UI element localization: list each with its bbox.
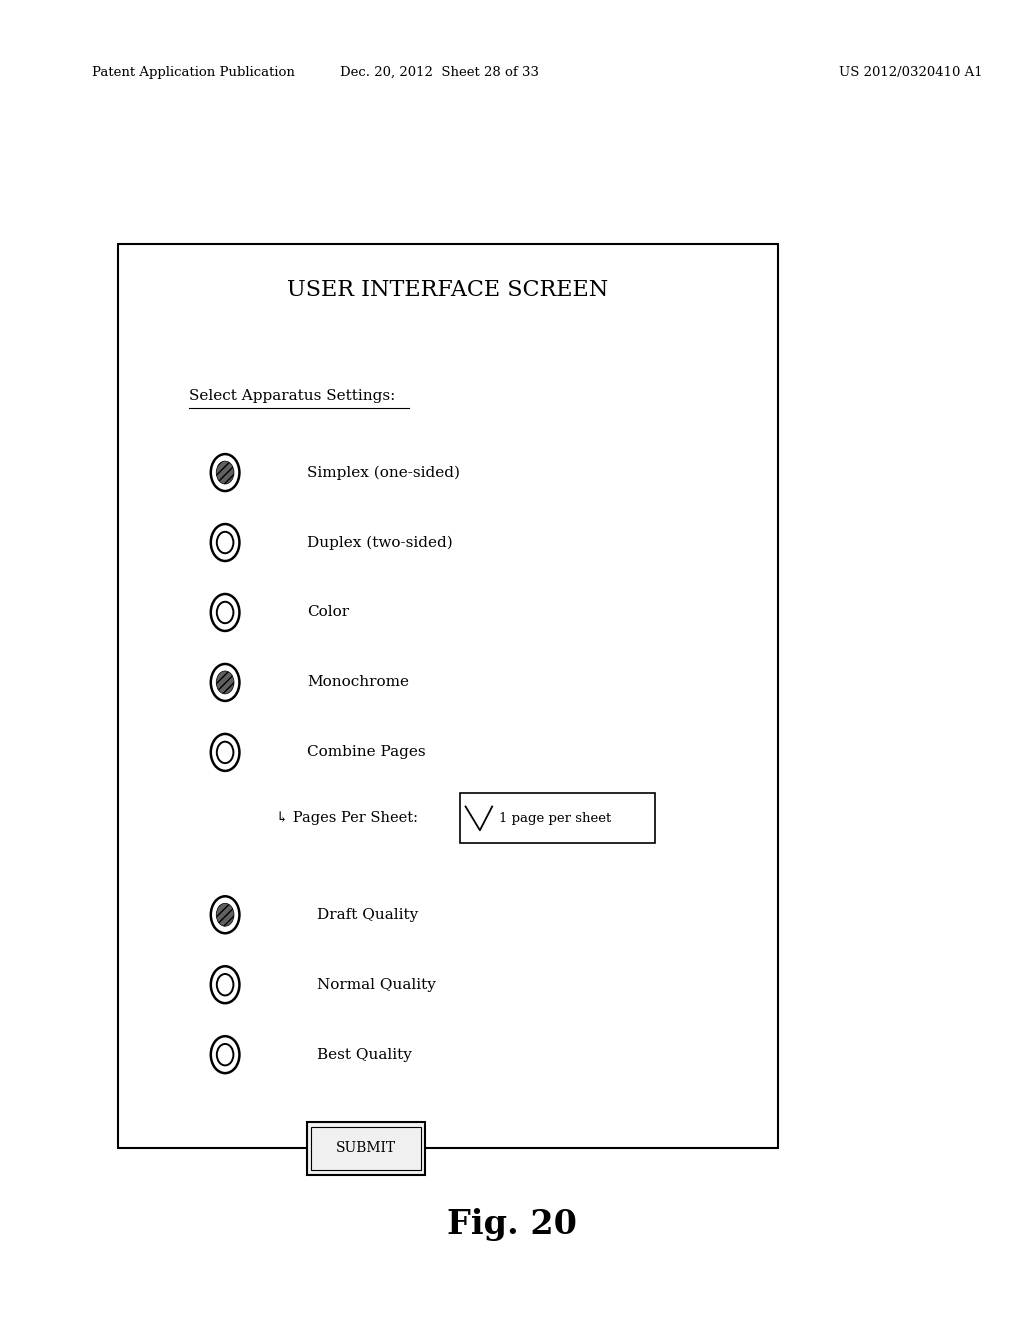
Text: Simplex (one-sided): Simplex (one-sided) [307, 466, 460, 479]
Circle shape [216, 461, 234, 484]
Circle shape [216, 671, 234, 694]
Text: Best Quality: Best Quality [317, 1048, 412, 1061]
Text: Monochrome: Monochrome [307, 676, 409, 689]
Text: US 2012/0320410 A1: US 2012/0320410 A1 [839, 66, 983, 79]
Text: Fig. 20: Fig. 20 [446, 1209, 577, 1241]
Text: Dec. 20, 2012  Sheet 28 of 33: Dec. 20, 2012 Sheet 28 of 33 [341, 66, 540, 79]
Circle shape [211, 594, 240, 631]
Text: Color: Color [307, 606, 349, 619]
Circle shape [211, 1036, 240, 1073]
FancyBboxPatch shape [461, 793, 655, 843]
Text: Select Apparatus Settings:: Select Apparatus Settings: [189, 389, 395, 403]
Text: Patent Application Publication: Patent Application Publication [92, 66, 295, 79]
Text: Combine Pages: Combine Pages [307, 746, 426, 759]
Circle shape [211, 454, 240, 491]
FancyBboxPatch shape [118, 244, 777, 1148]
Text: Duplex (two-sided): Duplex (two-sided) [307, 536, 453, 549]
Circle shape [211, 664, 240, 701]
Circle shape [217, 974, 233, 995]
Circle shape [211, 896, 240, 933]
Circle shape [217, 532, 233, 553]
Circle shape [217, 742, 233, 763]
Circle shape [216, 903, 234, 927]
Text: ↳ Pages Per Sheet:: ↳ Pages Per Sheet: [276, 812, 418, 825]
Circle shape [217, 602, 233, 623]
Text: Normal Quality: Normal Quality [317, 978, 436, 991]
FancyBboxPatch shape [307, 1122, 425, 1175]
Circle shape [211, 524, 240, 561]
Text: USER INTERFACE SCREEN: USER INTERFACE SCREEN [287, 280, 608, 301]
Circle shape [211, 966, 240, 1003]
Circle shape [211, 734, 240, 771]
Text: 1 page per sheet: 1 page per sheet [500, 812, 611, 825]
Text: Draft Quality: Draft Quality [317, 908, 419, 921]
Circle shape [217, 1044, 233, 1065]
Text: SUBMIT: SUBMIT [336, 1142, 396, 1155]
